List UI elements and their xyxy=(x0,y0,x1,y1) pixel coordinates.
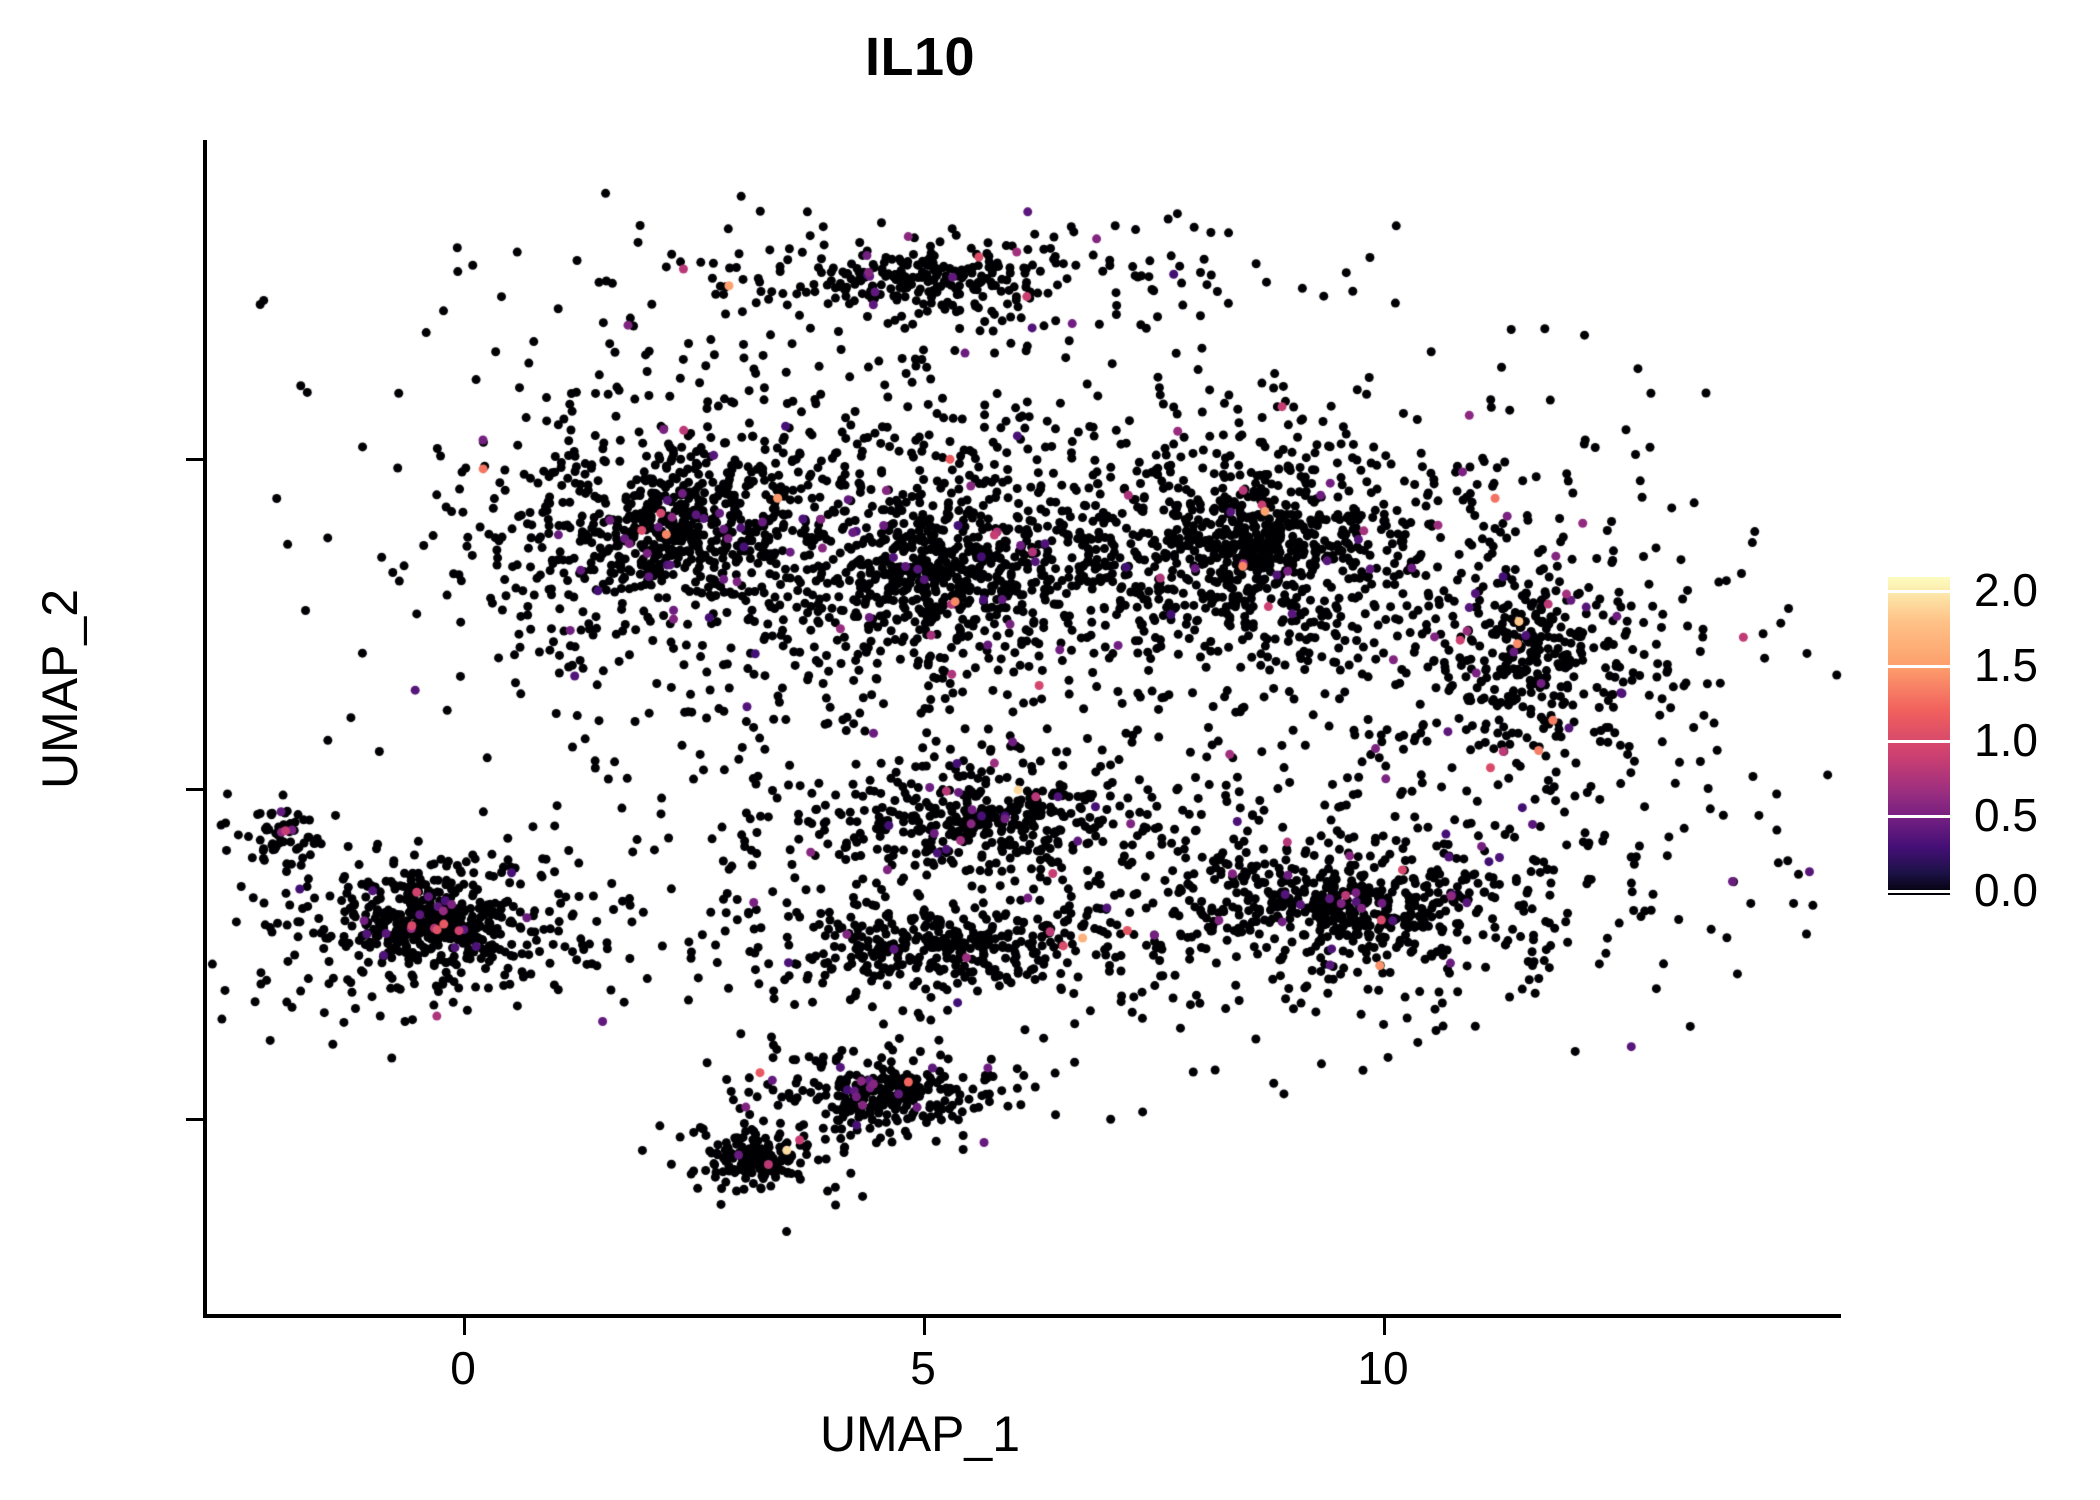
colorbar-tick-1-5 xyxy=(1888,665,1950,668)
colorbar-label-0-0: 0.0 xyxy=(1974,864,2038,916)
x-tick-label-10: 10 xyxy=(1357,1342,1409,1394)
colorbar-label-1-0: 1.0 xyxy=(1974,714,2038,766)
x-axis-line xyxy=(205,1314,1841,1318)
colorbar-label-2-0: 2.0 xyxy=(1974,564,2038,616)
x-tick-mark-0 xyxy=(463,1318,466,1335)
colorbar-label-1-5: 1.5 xyxy=(1974,639,2038,691)
y-tick-mark-10 xyxy=(186,458,203,461)
x-tick-mark-5 xyxy=(923,1318,926,1335)
page-title: IL10 xyxy=(864,27,976,87)
colorbar-tick-0-0 xyxy=(1888,890,1950,893)
x-tick-label-0: 0 xyxy=(450,1342,476,1394)
y-tick-mark-5 xyxy=(186,788,203,791)
colorbar-tick-1-0 xyxy=(1888,740,1950,743)
colorbar-label-0-5: 0.5 xyxy=(1974,789,2038,841)
colorbar-tick-2-0 xyxy=(1888,590,1950,593)
x-tick-mark-10 xyxy=(1383,1318,1386,1335)
colorbar-tick-0-5 xyxy=(1888,815,1950,818)
colorbar-legend: 2.0 1.5 1.0 0.5 0.0 xyxy=(1888,564,2068,916)
y-axis-title: UMAP_2 xyxy=(32,588,88,790)
colorbar-gradient xyxy=(1888,577,1950,895)
x-tick-label-5: 5 xyxy=(910,1342,936,1394)
plot-panel xyxy=(205,140,1841,1316)
x-axis-title: UMAP_1 xyxy=(819,1406,1021,1462)
y-tick-mark-0 xyxy=(186,1118,203,1121)
y-axis-line xyxy=(203,140,207,1318)
